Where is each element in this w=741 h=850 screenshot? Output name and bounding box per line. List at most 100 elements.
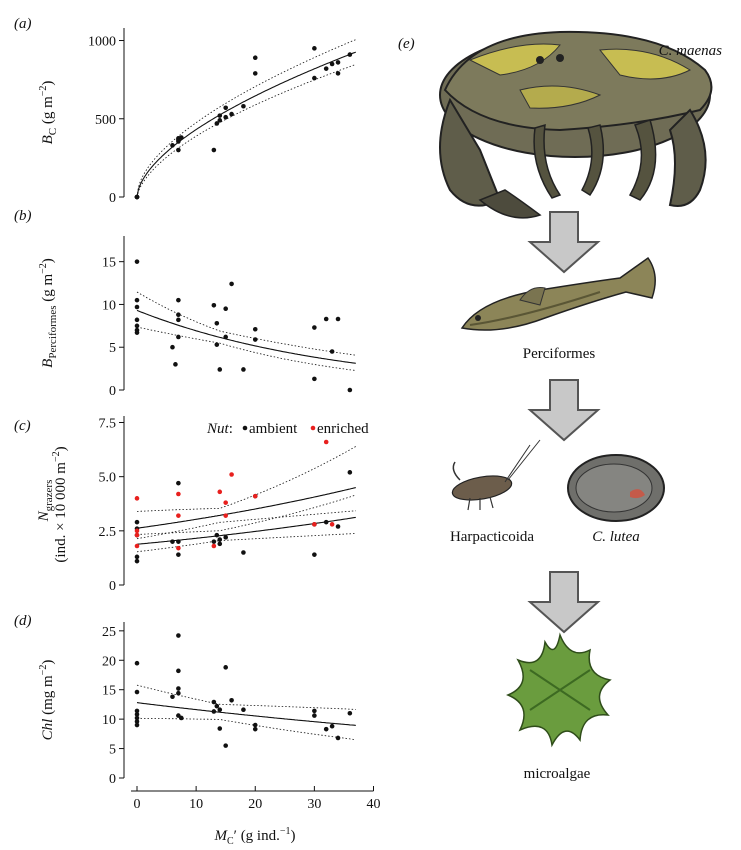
fit-line — [136, 309, 356, 364]
data-point-ambient — [134, 330, 140, 335]
data-point-ambient — [223, 743, 228, 748]
legend-marker-ambient — [242, 425, 248, 431]
data-point-ambient — [335, 60, 341, 65]
data-point-ambient — [211, 699, 217, 705]
data-point-ambient — [179, 715, 184, 721]
data-point-enriched — [211, 543, 217, 549]
data-point-ambient — [312, 708, 317, 714]
data-point-ambient — [223, 114, 228, 120]
data-point-enriched — [323, 439, 329, 445]
y-tick-label: 10 — [102, 298, 116, 313]
microalgae-icon — [506, 632, 612, 748]
ci-upper-ambient — [136, 494, 356, 535]
data-point-ambient — [335, 316, 341, 322]
legend-prefix: Nut: — [206, 421, 233, 437]
data-point-ambient — [312, 46, 317, 51]
panel-d: (d) 0 5 10 15 20 25 0 10 20 30 40 MC′ (g ind.−1) Chl … — [14, 613, 381, 847]
data-point-ambient — [217, 726, 223, 731]
arrow-down-icon — [527, 571, 601, 634]
data-point-ambient — [176, 317, 181, 323]
data-point-ambient — [329, 349, 335, 354]
data-point-ambient — [217, 118, 223, 123]
data-point-ambient — [179, 135, 184, 140]
x-tick-label: 20 — [248, 797, 262, 812]
panel-letter: (d) — [14, 613, 32, 629]
data-point-enriched — [134, 543, 140, 549]
snail-icon — [567, 454, 665, 522]
data-point-ambient — [134, 689, 140, 695]
fish-icon — [460, 256, 656, 331]
fit-line-enriched — [136, 487, 356, 529]
y-tick-label: 0 — [109, 384, 116, 399]
y-tick-label: 5.0 — [99, 471, 117, 486]
data-point-ambient — [347, 387, 353, 393]
data-point-enriched — [134, 496, 140, 501]
panel-letter: (b) — [14, 208, 32, 224]
copepod-icon — [451, 439, 541, 511]
data-point-ambient — [134, 722, 140, 728]
data-point-ambient — [134, 323, 140, 329]
data-point-ambient — [176, 690, 181, 696]
data-point-ambient — [252, 337, 258, 342]
y-tick-label: 20 — [102, 654, 116, 669]
data-point-ambient — [347, 470, 353, 475]
data-point-ambient — [134, 194, 140, 200]
data-point-ambient — [134, 259, 140, 264]
fit-line-ambient — [136, 516, 356, 545]
data-point-ambient — [312, 75, 317, 81]
x-tick-label: 0 — [134, 797, 141, 812]
data-point-enriched — [312, 522, 317, 527]
y-tick-label: 0 — [109, 191, 116, 206]
ci-lower — [136, 64, 356, 198]
crab-label: C. maenas — [659, 43, 722, 59]
data-point-ambient — [134, 708, 140, 714]
data-point-ambient — [176, 539, 181, 544]
legend-marker-enriched — [310, 425, 316, 431]
data-point-ambient — [252, 55, 258, 61]
y-axis-label: Ngrazers — [36, 480, 55, 523]
y-tick-label: 2.5 — [99, 525, 117, 540]
y-axis-label-units: (ind. × 10 000 m−2) — [51, 446, 69, 562]
y-axis-label: BPerciformes (g m−2) — [38, 258, 59, 368]
data-point-ambient — [223, 665, 228, 670]
data-point-ambient — [170, 143, 175, 148]
data-point-ambient — [229, 697, 234, 703]
data-point-enriched — [176, 545, 181, 551]
data-point-ambient — [134, 660, 140, 666]
data-point-ambient — [312, 325, 317, 330]
data-point-ambient — [323, 316, 329, 322]
data-point-enriched — [329, 522, 335, 527]
copepod-label: Harpacticoida — [450, 529, 534, 545]
data-point-ambient — [134, 519, 140, 525]
data-point-ambient — [134, 304, 140, 310]
data-point-ambient — [134, 297, 140, 303]
y-tick-label: 0 — [109, 579, 116, 594]
data-point-ambient — [176, 633, 181, 638]
data-point-ambient — [214, 342, 220, 347]
data-point-ambient — [329, 61, 335, 67]
ci-upper — [136, 39, 356, 198]
data-point-enriched — [134, 532, 140, 538]
data-point-ambient — [323, 519, 329, 525]
x-tick-label: 30 — [307, 797, 321, 812]
data-point-ambient — [217, 113, 223, 118]
data-point-ambient — [214, 532, 220, 538]
y-tick-label: 15 — [102, 256, 116, 271]
data-point-ambient — [241, 367, 246, 372]
arrow-down-icon — [527, 379, 601, 442]
y-tick-label: 10 — [102, 713, 116, 728]
fit-line — [136, 702, 356, 726]
data-point-ambient — [211, 303, 217, 308]
data-point-ambient — [252, 722, 258, 728]
ci-upper — [136, 291, 356, 356]
data-point-ambient — [217, 537, 223, 542]
data-point-ambient — [176, 147, 181, 153]
data-point-ambient — [217, 541, 223, 547]
y-axis-label: Chl (mg m−2) — [38, 660, 56, 741]
data-point-ambient — [176, 334, 181, 340]
data-point-ambient — [170, 344, 175, 350]
data-point-ambient — [134, 554, 140, 560]
data-point-ambient — [176, 668, 181, 674]
data-point-enriched — [134, 528, 140, 534]
y-tick-label: 5 — [109, 743, 116, 758]
